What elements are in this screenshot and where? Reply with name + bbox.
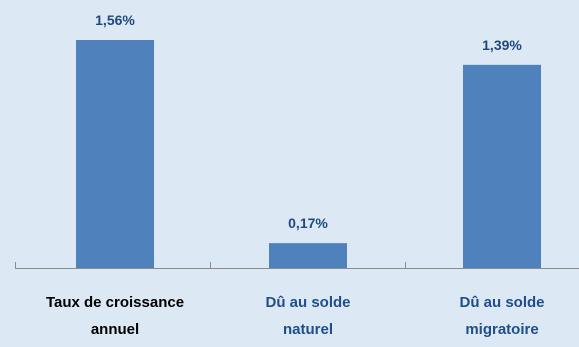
bar-2 — [269, 243, 347, 268]
category-label-2-line-1: Dû au solde — [265, 294, 350, 311]
value-label-1: 1,56% — [95, 12, 135, 28]
bar-1 — [76, 40, 154, 268]
category-label-2: Dû au solde naturel — [265, 294, 350, 338]
category-label-3-line-2: migratoire — [465, 321, 538, 338]
bars-layer — [76, 40, 541, 268]
category-label-1-line-1: Taux de croissance — [46, 294, 184, 311]
category-label-2-line-2: naturel — [283, 321, 333, 338]
category-label-3: Dû au solde migratoire — [459, 294, 544, 338]
labels-layer: 1,56% 0,17% 1,39% Taux de croissance annuel D… — [46, 12, 545, 338]
category-label-1-line-2: annuel — [91, 321, 139, 338]
value-label-3: 1,39% — [482, 37, 522, 53]
category-label-1: Taux de croissance annuel — [46, 294, 184, 338]
category-label-3-line-1: Dû au solde — [459, 294, 544, 311]
x-axis — [15, 262, 579, 269]
value-label-2: 0,17% — [288, 215, 328, 231]
bar-3 — [463, 64, 541, 268]
